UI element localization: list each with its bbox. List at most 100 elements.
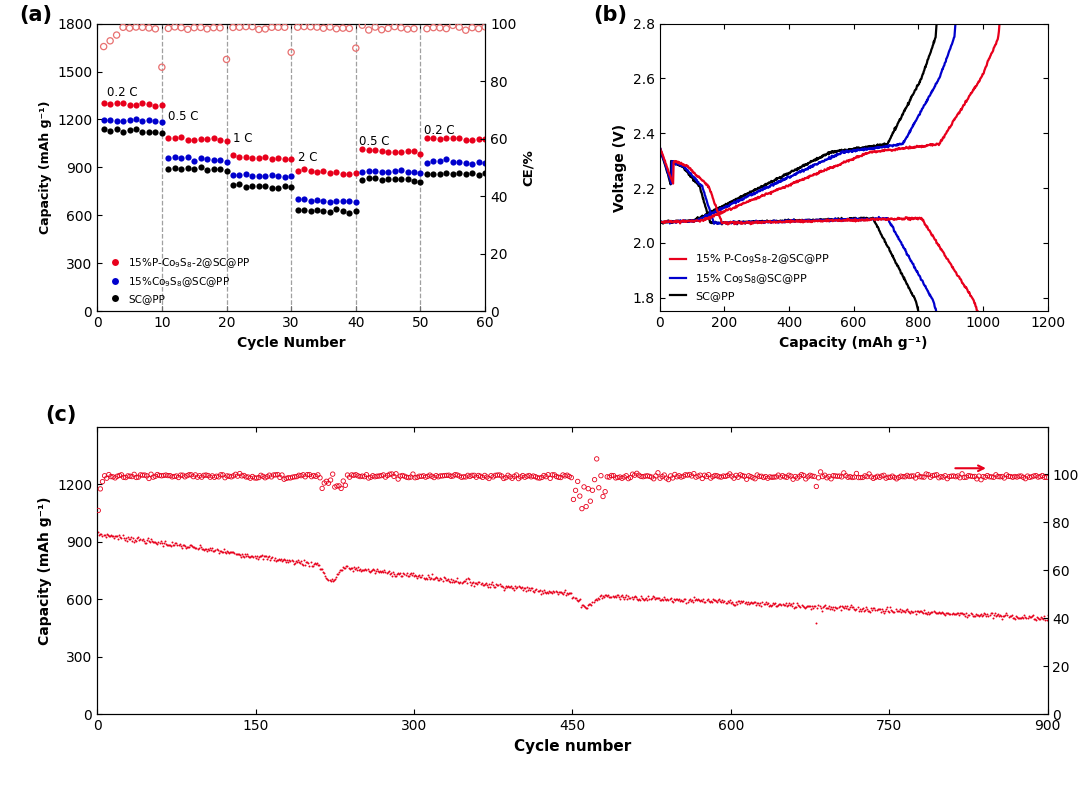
Point bbox=[218, 134, 235, 147]
Point bbox=[1011, 470, 1028, 483]
Point bbox=[848, 603, 865, 615]
Point bbox=[902, 607, 919, 619]
Point bbox=[786, 601, 804, 613]
Point bbox=[437, 167, 455, 180]
Point bbox=[302, 470, 320, 483]
Point bbox=[642, 593, 659, 605]
Point bbox=[257, 151, 274, 163]
Point bbox=[296, 162, 313, 175]
Point bbox=[405, 145, 422, 158]
Point bbox=[135, 535, 152, 548]
Point bbox=[580, 599, 597, 612]
Point bbox=[638, 593, 656, 606]
Point bbox=[379, 469, 396, 482]
Point bbox=[960, 469, 977, 482]
Point bbox=[133, 534, 150, 546]
Text: 0.5 C: 0.5 C bbox=[168, 111, 199, 123]
Point bbox=[140, 114, 158, 126]
Point bbox=[247, 552, 265, 564]
Point bbox=[766, 598, 783, 611]
Point bbox=[288, 470, 306, 483]
Point bbox=[417, 571, 434, 584]
Point bbox=[186, 163, 203, 176]
Point bbox=[449, 576, 467, 589]
Point bbox=[291, 556, 308, 568]
Point bbox=[309, 166, 326, 179]
Point bbox=[825, 603, 842, 615]
Point bbox=[218, 165, 235, 177]
Point bbox=[994, 612, 1011, 625]
Point bbox=[649, 466, 666, 479]
Point bbox=[193, 471, 211, 484]
Point bbox=[201, 544, 218, 557]
Point bbox=[913, 604, 930, 617]
Point bbox=[541, 586, 558, 599]
Point bbox=[205, 154, 222, 166]
Point bbox=[231, 467, 248, 480]
Point bbox=[444, 575, 461, 588]
Point bbox=[394, 570, 411, 582]
Point bbox=[134, 97, 151, 110]
Point bbox=[588, 453, 605, 466]
Point bbox=[846, 603, 863, 615]
Point bbox=[129, 531, 146, 544]
Point bbox=[418, 131, 435, 144]
Point bbox=[856, 469, 874, 482]
Point bbox=[431, 574, 448, 586]
Point bbox=[392, 173, 409, 185]
Point bbox=[453, 576, 470, 589]
Point bbox=[470, 155, 487, 168]
Point bbox=[282, 472, 299, 484]
Point bbox=[826, 469, 843, 482]
Point bbox=[552, 586, 569, 599]
Point bbox=[388, 570, 405, 582]
Point bbox=[324, 468, 341, 480]
Point bbox=[982, 607, 999, 619]
Point bbox=[536, 584, 553, 597]
Point bbox=[210, 546, 227, 559]
Point bbox=[782, 469, 799, 482]
Point bbox=[353, 564, 370, 576]
Point bbox=[556, 584, 573, 597]
Point bbox=[291, 469, 308, 481]
Point bbox=[218, 155, 235, 168]
Point bbox=[383, 570, 401, 582]
Point bbox=[542, 586, 559, 598]
Point bbox=[460, 573, 477, 586]
Point bbox=[309, 559, 326, 571]
Point bbox=[622, 592, 639, 604]
Point bbox=[919, 608, 936, 620]
Point bbox=[799, 470, 816, 483]
Point bbox=[569, 594, 586, 607]
Point bbox=[415, 572, 432, 585]
Point bbox=[590, 481, 607, 494]
Point bbox=[380, 565, 397, 578]
Point bbox=[548, 470, 565, 483]
Point bbox=[512, 582, 529, 594]
Point bbox=[361, 565, 378, 578]
Point bbox=[1034, 469, 1051, 482]
Point bbox=[270, 21, 287, 34]
Point bbox=[489, 469, 507, 481]
Point bbox=[238, 181, 255, 193]
Point bbox=[399, 144, 416, 157]
Point bbox=[961, 608, 978, 621]
Point bbox=[967, 609, 984, 622]
Point bbox=[839, 603, 856, 615]
Point bbox=[881, 601, 899, 614]
Point bbox=[508, 469, 525, 481]
Point bbox=[801, 469, 819, 481]
Point bbox=[636, 469, 653, 482]
Point bbox=[874, 604, 891, 617]
Point bbox=[235, 469, 253, 482]
Point bbox=[287, 554, 305, 567]
Point bbox=[833, 471, 850, 484]
Point bbox=[327, 570, 345, 582]
Point bbox=[859, 603, 876, 615]
Point bbox=[1013, 612, 1030, 624]
Point bbox=[232, 550, 249, 563]
Point bbox=[326, 480, 343, 493]
Point bbox=[700, 594, 717, 607]
Legend: 15%P-Co$_9$S$_8$-2@SC@PP, 15%Co$_9$S$_8$@SC@PP, SC@PP: 15%P-Co$_9$S$_8$-2@SC@PP, 15%Co$_9$S$_8$… bbox=[103, 254, 253, 306]
Point bbox=[600, 471, 618, 484]
